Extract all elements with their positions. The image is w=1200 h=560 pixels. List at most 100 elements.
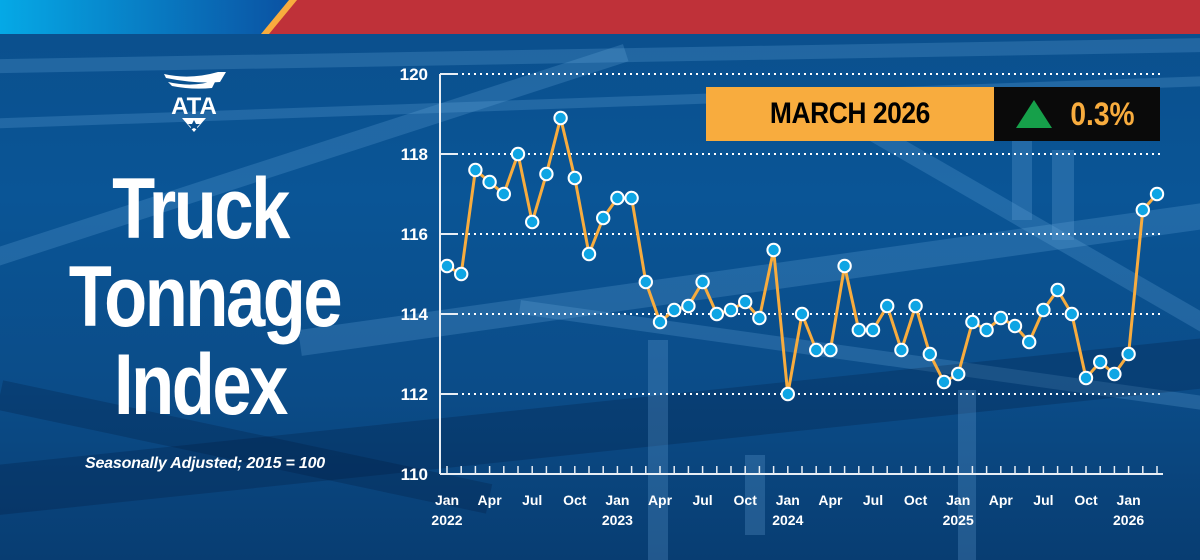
svg-text:ATA: ATA (171, 93, 217, 120)
data-point (667, 302, 682, 318)
data-point (652, 314, 668, 330)
subtitle: Seasonally Adjusted; 2015 = 100 (85, 455, 325, 472)
data-point (1107, 366, 1122, 382)
header-band (0, 0, 1200, 34)
y-tick-label: 118 (401, 145, 428, 164)
data-point (553, 110, 568, 126)
data-line (446, 116, 1159, 396)
latest-month-badge: MARCH 2026 0.3% (706, 87, 1160, 141)
data-point (454, 266, 469, 282)
x-tick-label-month: Jul (1033, 492, 1053, 508)
data-point (979, 322, 994, 338)
data-point (780, 386, 795, 402)
x-tick-label-month: Oct (734, 492, 758, 508)
x-tick-label-month: Jan (435, 492, 459, 508)
x-tick-label-month: Oct (563, 492, 587, 508)
x-tick-label-month: Jan (605, 492, 629, 508)
x-axis-labels: Jan 2022 Apr Jul Oct Jan 2023 Apr Jul Oct Jan 2024 A… (431, 492, 1144, 528)
data-point (752, 310, 767, 326)
data-point (1135, 202, 1151, 218)
data-point (766, 242, 781, 258)
page-title: Truck Tonnage Index (68, 161, 343, 433)
title-line-2: Tonnage (68, 249, 343, 345)
y-tick-label: 114 (401, 305, 429, 324)
data-point (880, 298, 895, 314)
data-point (681, 298, 696, 314)
axes (439, 73, 1163, 475)
up-arrow-icon (1015, 100, 1052, 128)
title-line-3: Index (114, 337, 288, 433)
data-point (496, 186, 511, 202)
data-point (823, 342, 838, 358)
data-point (865, 322, 881, 338)
data-point (1121, 346, 1136, 362)
header-stripe (261, 0, 297, 34)
data-point (539, 166, 554, 182)
x-tick-label-year: 2023 (602, 512, 633, 528)
data-point (525, 214, 540, 230)
ata-logo: ATA (164, 72, 226, 132)
data-point (596, 210, 611, 226)
data-point (1093, 354, 1108, 370)
y-axis-labels: 110 112 114 116 118 120 (400, 65, 429, 484)
badge-change: 0.3% (994, 87, 1160, 141)
data-point (709, 306, 724, 322)
badge-month: MARCH 2026 (706, 87, 994, 141)
data-point (567, 170, 582, 186)
data-point (723, 302, 739, 318)
header-red-band (268, 0, 1200, 34)
data-point (908, 298, 923, 314)
x-tick-label-month: Apr (478, 492, 503, 508)
data-point (794, 306, 810, 322)
data-point (851, 322, 866, 338)
x-tick-label-year: 2024 (772, 512, 803, 528)
x-tick-label-month: Jul (692, 492, 712, 508)
y-tick-label: 116 (401, 225, 428, 244)
x-tick-label-year: 2022 (431, 512, 462, 528)
x-tick-label-year: 2025 (943, 512, 974, 528)
data-point (581, 246, 597, 262)
x-tick-label-month: Jan (946, 492, 970, 508)
x-tick-label-year: 2026 (1113, 512, 1144, 528)
data-point (1007, 318, 1023, 334)
x-tick-label-month: Jul (863, 492, 883, 508)
data-point (1149, 186, 1165, 202)
data-point (894, 342, 909, 358)
data-point (510, 146, 526, 162)
title-line-1: Truck (112, 161, 290, 257)
change-percent: 0.3% (1069, 95, 1135, 132)
data-point (624, 190, 639, 206)
data-point (638, 274, 653, 290)
data-point (993, 310, 1008, 326)
data-point (965, 314, 980, 330)
data-point (1050, 282, 1065, 298)
data-point (1021, 334, 1037, 350)
x-tick-label-month: Apr (648, 492, 673, 508)
x-tick-label-month: Oct (904, 492, 928, 508)
x-tick-label-month: Jan (1117, 492, 1141, 508)
x-tick-label-month: Apr (818, 492, 843, 508)
data-point (482, 174, 497, 190)
data-markers (439, 110, 1165, 402)
x-tick-label-month: Jan (776, 492, 800, 508)
data-point (1036, 302, 1051, 318)
data-point (468, 162, 483, 178)
data-point (922, 346, 937, 362)
data-point (1064, 306, 1080, 322)
y-tick-label: 120 (400, 65, 428, 84)
y-tick-label: 112 (401, 385, 428, 404)
x-tick-label-month: Oct (1074, 492, 1098, 508)
data-point (695, 274, 710, 290)
data-point (809, 342, 824, 358)
data-point (951, 366, 966, 382)
y-tick-label: 110 (401, 465, 428, 484)
data-point (738, 294, 753, 310)
data-point (610, 190, 625, 206)
x-tick-label-month: Apr (989, 492, 1014, 508)
data-point (439, 258, 455, 274)
data-point (1078, 370, 1094, 386)
x-tick-label-month: Jul (522, 492, 542, 508)
